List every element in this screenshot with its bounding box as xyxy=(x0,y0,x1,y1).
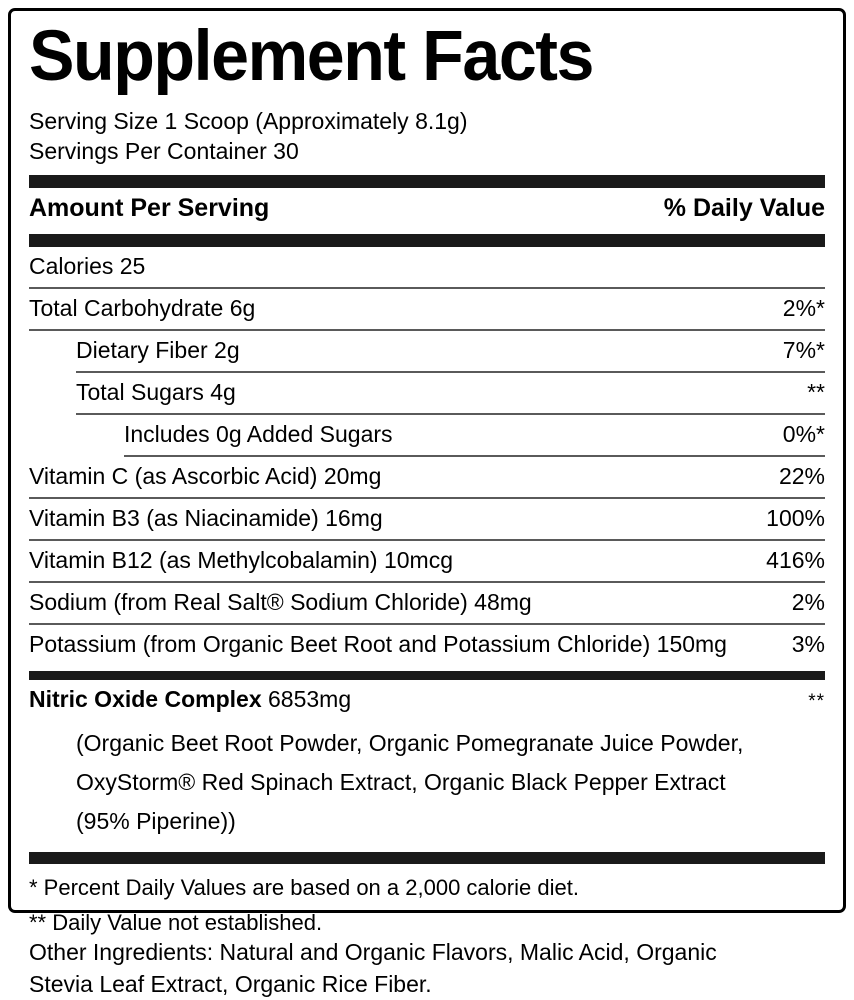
nutrient-name: Calories 25 xyxy=(29,252,146,279)
nutrient-value: 2%* xyxy=(782,294,825,321)
nutrient-value: 100% xyxy=(766,504,825,531)
blend-top-bar xyxy=(29,670,825,680)
blend-row: Nitric Oxide Complex 6853mg ** xyxy=(29,680,825,722)
blend-value: ** xyxy=(808,690,825,712)
blend-ingredient-line: OxyStorm® Red Spinach Extract, Organic B… xyxy=(76,768,726,795)
row-divider xyxy=(76,412,825,415)
table-row: Vitamin B3 (as Niacinamide) 16mg 100% xyxy=(29,499,825,539)
daily-value-header: % Daily Value xyxy=(663,193,825,222)
nutrient-name: Sodium (from Real Salt® Sodium Chloride)… xyxy=(29,588,532,615)
footnote-daily-value: * Percent Daily Values are based on a 2,… xyxy=(29,874,579,900)
header-bottom-bar xyxy=(29,233,825,247)
blend-title: Nitric Oxide Complex xyxy=(29,685,262,712)
row-divider xyxy=(29,538,825,541)
blend-name: Nitric Oxide Complex 6853mg xyxy=(29,684,808,715)
other-ingredients: Other Ingredients: Natural and Organic F… xyxy=(29,936,819,1000)
blend-amount: 6853mg xyxy=(268,685,352,712)
servings-per-container: Servings Per Container 30 xyxy=(29,137,299,164)
footnote-not-established: ** Daily Value not established. xyxy=(29,909,323,935)
other-ingredients-line: Other Ingredients: Natural and Organic F… xyxy=(29,939,717,965)
nutrient-name: Total Sugars 4g xyxy=(76,378,236,405)
table-row: Sodium (from Real Salt® Sodium Chloride)… xyxy=(29,583,825,623)
blend-ingredient-line: (95% Piperine)) xyxy=(76,807,236,834)
nutrient-value: 0%* xyxy=(782,420,825,447)
table-row: Vitamin B12 (as Methylcobalamin) 10mcg 4… xyxy=(29,541,825,581)
footnotes: * Percent Daily Values are based on a 2,… xyxy=(29,864,825,940)
nutrient-value: ** xyxy=(807,378,825,405)
row-divider xyxy=(29,286,825,289)
amount-per-serving-header: Amount Per Serving xyxy=(29,193,270,222)
nutrient-name: Total Carbohydrate 6g xyxy=(29,294,256,321)
serving-info: Serving Size 1 Scoop (Approximately 8.1g… xyxy=(29,106,825,166)
table-row: Total Sugars 4g ** xyxy=(29,373,825,413)
table-header-row: Amount Per Serving % Daily Value xyxy=(29,188,825,227)
nutrient-name: Vitamin B3 (as Niacinamide) 16mg xyxy=(29,504,383,531)
row-divider xyxy=(124,454,825,457)
supplement-facts-panel: Supplement Facts Serving Size 1 Scoop (A… xyxy=(8,8,846,935)
table-row: Calories 25 xyxy=(29,247,825,287)
row-divider xyxy=(29,328,825,331)
row-divider xyxy=(29,580,825,583)
nutrient-value: 416% xyxy=(766,546,825,573)
nutrient-value: 3% xyxy=(791,630,825,657)
table-row: Dietary Fiber 2g 7%* xyxy=(29,331,825,371)
nutrient-name: Dietary Fiber 2g xyxy=(76,336,240,363)
nutrient-value: 2% xyxy=(791,588,825,615)
footnote-top-bar xyxy=(29,851,825,864)
other-ingredients-line: Stevia Leaf Extract, Organic Rice Fiber. xyxy=(29,971,432,997)
nutrient-name: Vitamin C (as Ascorbic Acid) 20mg xyxy=(29,462,382,489)
nutrient-name: Includes 0g Added Sugars xyxy=(124,420,393,447)
row-divider xyxy=(76,370,825,373)
nutrient-name: Vitamin B12 (as Methylcobalamin) 10mcg xyxy=(29,546,453,573)
table-row: Vitamin C (as Ascorbic Acid) 20mg 22% xyxy=(29,457,825,497)
row-divider xyxy=(29,622,825,625)
serving-size: Serving Size 1 Scoop (Approximately 8.1g… xyxy=(29,107,468,134)
nutrient-value: 22% xyxy=(778,462,825,489)
nutrient-name: Potassium (from Organic Beet Root and Po… xyxy=(29,630,727,657)
table-row: Total Carbohydrate 6g 2%* xyxy=(29,289,825,329)
blend-ingredient-line: (Organic Beet Root Powder, Organic Pomeg… xyxy=(76,729,744,756)
blend-ingredient-list: (Organic Beet Root Powder, Organic Pomeg… xyxy=(29,722,825,850)
header-top-bar xyxy=(29,174,825,188)
row-divider xyxy=(29,496,825,499)
table-row: Potassium (from Organic Beet Root and Po… xyxy=(29,625,825,665)
table-row: Includes 0g Added Sugars 0%* xyxy=(29,415,825,455)
nutrient-value: 7%* xyxy=(782,336,825,363)
page-title: Supplement Facts xyxy=(29,17,594,96)
